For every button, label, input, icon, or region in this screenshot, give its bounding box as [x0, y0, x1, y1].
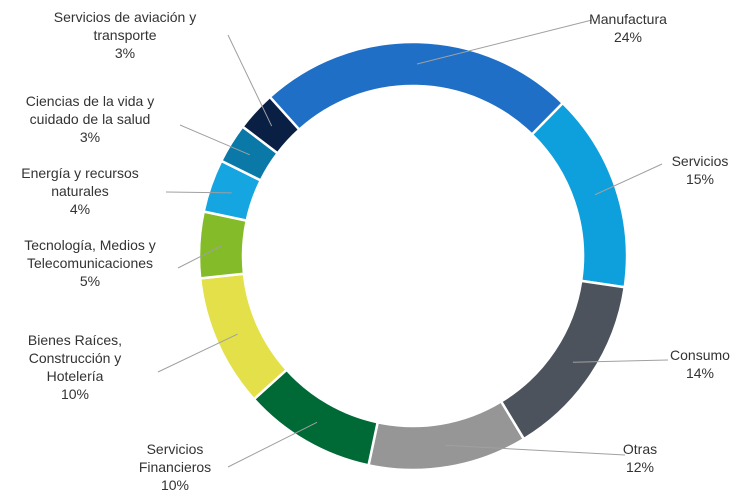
donut-segment: [530, 101, 629, 289]
category-name: Manufactura: [589, 11, 667, 27]
segment-label: Tecnología, Medios y Telecomunicaciones 5…: [15, 236, 165, 290]
category-name: Energía y recursos naturales: [21, 165, 139, 199]
value-label: 12%: [625, 459, 655, 475]
leader-line: [177, 245, 222, 269]
leader-line: [179, 124, 251, 156]
leader-line: [227, 34, 273, 127]
value-label: 3%: [114, 45, 136, 61]
category-name: Otras: [622, 441, 658, 457]
segment-label: Consumo 14%: [650, 346, 743, 382]
value-label: 14%: [685, 365, 715, 381]
leader-line: [572, 359, 669, 363]
donut-segment: [499, 279, 627, 441]
segment-label: Energía y recursos naturales 4%: [10, 164, 150, 218]
leader-line: [594, 163, 663, 196]
category-name: Ciencias de la vida y cuidado de la salu…: [25, 93, 155, 127]
donut-segment: [197, 210, 249, 280]
donut-segment: [268, 40, 565, 137]
leader-line: [157, 333, 238, 373]
leader-line: [444, 444, 626, 456]
value-label: 5%: [79, 273, 101, 289]
category-name: Consumo: [670, 347, 730, 363]
category-name: Servicios: [671, 153, 729, 169]
segment-label: Manufactura 24%: [568, 10, 688, 46]
value-label: 3%: [79, 129, 101, 145]
category-name: Bienes Raíces, Construcción y Hotelería: [27, 332, 123, 384]
value-label: 15%: [685, 171, 715, 187]
segment-label: Servicios 15%: [650, 152, 743, 188]
leader-line: [165, 191, 232, 194]
segment-label: Ciencias de la vida y cuidado de la salu…: [10, 92, 170, 146]
leader-line: [416, 19, 593, 65]
segment-label: Bienes Raíces, Construcción y Hotelería 1…: [20, 331, 130, 403]
value-label: 4%: [69, 201, 91, 217]
category-name: Servicios de aviación y transporte: [53, 9, 197, 43]
value-label: 24%: [613, 29, 643, 45]
value-label: 10%: [60, 386, 90, 402]
value-label: 10%: [160, 477, 190, 493]
segment-label: Otras 12%: [600, 440, 680, 476]
segment-label: Servicios Financieros 10%: [125, 440, 225, 494]
leader-line: [227, 421, 318, 468]
donut-segment: [198, 272, 289, 401]
segment-label: Servicios de aviación y transporte 3%: [40, 8, 210, 62]
category-name: Servicios Financieros: [138, 441, 212, 475]
category-name: Tecnología, Medios y Telecomunicaciones: [24, 237, 156, 271]
donut-segment: [367, 399, 526, 472]
